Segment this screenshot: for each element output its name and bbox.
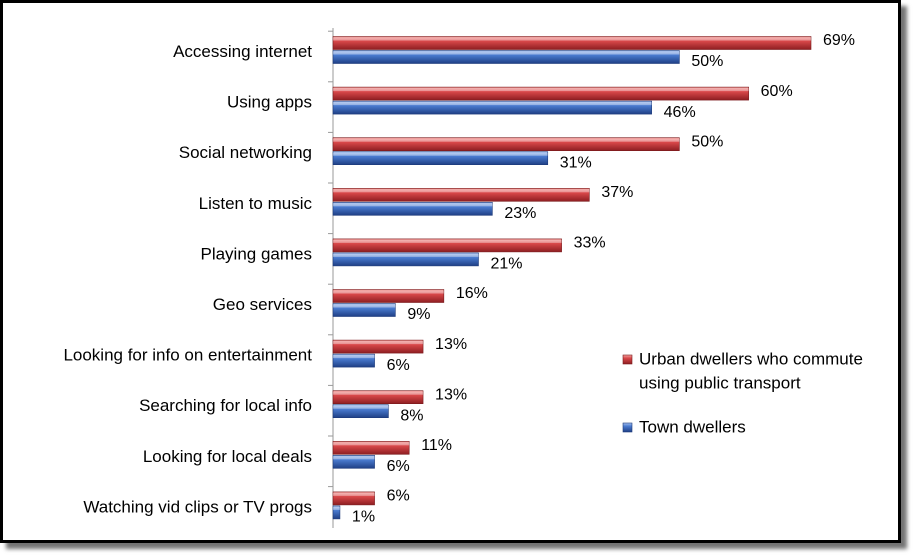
data-label-town: 23% [504,205,536,222]
category-label: Searching for local info [139,396,312,415]
data-label-urban: 33% [574,235,606,252]
bar-town [332,303,396,317]
bar-urban-sheen [333,492,375,496]
data-label-town: 50% [691,53,723,70]
bar-town-sheen [333,506,340,510]
data-label-urban: 6% [387,488,410,505]
bar-urban [332,339,424,354]
legend-label-urban: using public transport [639,373,801,392]
category-label: Looking for local deals [143,447,312,466]
bar-urban [332,86,749,101]
bar-town [332,50,680,64]
category-label: Watching vid clips or TV progs [83,497,312,516]
data-label-town: 1% [352,509,375,526]
category-label: Listen to music [199,194,313,213]
bar-urban-sheen [333,442,410,446]
bar-town [332,252,479,267]
bar-urban [332,137,680,151]
data-label-urban: 37% [601,184,633,201]
data-label-urban: 16% [456,285,488,302]
legend-swatch-urban [622,354,633,365]
bar-urban [332,440,410,455]
bar-urban-sheen [333,189,590,193]
legend-label-town: Town dwellers [639,417,746,436]
data-label-town: 8% [400,407,423,424]
data-label-urban: 69% [823,32,855,49]
bar-town [332,151,549,165]
bar-town-sheen [333,253,479,257]
bar-town-sheen [333,203,493,207]
bar-urban [332,390,424,405]
bar-town [332,505,341,520]
bar-urban-sheen [333,88,749,92]
bar-town-sheen [333,304,396,308]
bar-town-sheen [333,355,375,359]
category-label: Playing games [200,244,312,263]
data-label-town: 6% [387,357,410,374]
bar-town-sheen [333,405,389,409]
data-label-urban: 60% [761,83,793,100]
bar-urban-sheen [333,138,680,142]
data-label-town: 9% [407,306,430,323]
bar-urban [332,289,445,303]
bar-urban [332,188,590,202]
bar-urban-sheen [333,391,424,395]
bar-town [332,454,375,469]
data-label-town: 31% [560,154,592,171]
data-label-town: 6% [387,458,410,475]
data-label-urban: 50% [691,133,723,150]
bar-town-sheen [333,152,548,156]
bar-urban [332,238,562,253]
data-label-urban: 11% [421,437,452,454]
bar-town [332,404,389,419]
category-label: Accessing internet [173,42,312,61]
category-label: Geo services [213,295,312,314]
legend-label-urban: Urban dwellers who commute [639,349,863,368]
bar-urban-sheen [333,341,424,345]
category-label: Looking for info on entertainment [63,346,312,365]
legend-swatch-town [622,422,633,433]
bar-urban-sheen [333,37,811,41]
bar-urban-sheen [333,239,562,243]
bar-town-sheen [333,456,375,460]
bar-town-sheen [333,102,652,106]
category-label: Using apps [227,93,312,112]
data-label-town: 21% [490,256,522,273]
category-label: Social networking [179,143,312,162]
bar-urban [332,491,375,506]
bar-town-sheen [333,51,680,55]
bar-urban-sheen [333,290,444,294]
data-label-town: 46% [664,104,696,121]
bar-town [332,353,375,368]
bar-town [332,202,493,216]
data-label-urban: 13% [435,336,467,353]
bar-town [332,100,652,115]
data-label-urban: 13% [435,386,467,403]
bar-urban [332,36,812,50]
